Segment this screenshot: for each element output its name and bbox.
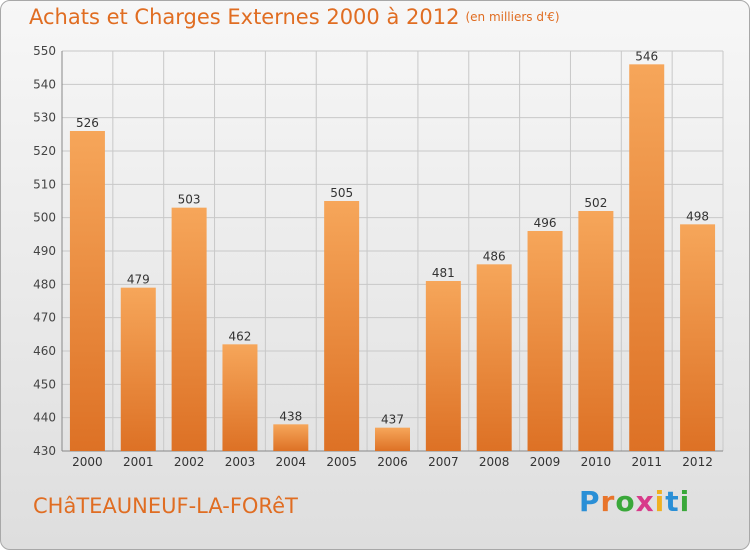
data-label: 462 bbox=[229, 329, 252, 343]
x-tick-label: 2004 bbox=[276, 455, 307, 469]
y-tick-label: 490 bbox=[33, 244, 56, 258]
chart-title-block: Achats et Charges Externes 2000 à 2012 (e… bbox=[29, 5, 560, 29]
y-tick-label: 430 bbox=[33, 444, 56, 458]
x-tick-label: 2008 bbox=[479, 455, 510, 469]
x-tick-label: 2001 bbox=[123, 455, 154, 469]
data-label: 505 bbox=[330, 186, 353, 200]
bar bbox=[171, 207, 207, 451]
data-label: 526 bbox=[76, 116, 99, 130]
data-label: 486 bbox=[483, 249, 506, 263]
y-tick-label: 480 bbox=[33, 277, 56, 291]
x-tick-label: 2000 bbox=[72, 455, 103, 469]
bar bbox=[69, 131, 105, 451]
chart-title: Achats et Charges Externes 2000 à 2012 bbox=[29, 5, 460, 29]
bar bbox=[527, 231, 563, 451]
bar bbox=[222, 344, 258, 451]
bar bbox=[680, 224, 716, 451]
data-label: 438 bbox=[279, 409, 302, 423]
y-tick-label: 510 bbox=[33, 177, 56, 191]
data-label: 498 bbox=[686, 209, 709, 223]
y-tick-label: 450 bbox=[33, 377, 56, 391]
y-tick-label: 530 bbox=[33, 111, 56, 125]
y-tick-label: 540 bbox=[33, 77, 56, 91]
data-label: 437 bbox=[381, 413, 404, 427]
data-label: 481 bbox=[432, 266, 455, 280]
y-tick-label: 440 bbox=[33, 411, 56, 425]
data-label: 479 bbox=[127, 273, 150, 287]
grid-lines bbox=[61, 50, 724, 452]
tick-labels: 430 440 450 460 470 480 490 500 510 520 530 540 550 2… bbox=[33, 44, 713, 469]
chart-unit: (en milliers d'€) bbox=[465, 10, 560, 24]
bar bbox=[375, 427, 410, 451]
bar bbox=[476, 264, 512, 451]
bar bbox=[324, 201, 360, 451]
y-tick-label: 550 bbox=[33, 44, 56, 58]
data-label: 502 bbox=[584, 196, 607, 210]
x-tick-label: 2005 bbox=[326, 455, 357, 469]
x-tick-label: 2012 bbox=[682, 455, 713, 469]
bar bbox=[120, 287, 156, 451]
x-tick-label: 2009 bbox=[530, 455, 561, 469]
bar bbox=[273, 424, 309, 451]
bar bbox=[578, 211, 614, 451]
x-tick-label: 2007 bbox=[428, 455, 459, 469]
x-tick-label: 2011 bbox=[631, 455, 662, 469]
x-tick-label: 2002 bbox=[174, 455, 205, 469]
y-tick-label: 460 bbox=[33, 344, 56, 358]
bar bbox=[425, 281, 461, 451]
data-label: 496 bbox=[534, 216, 557, 230]
proxiti-logo: Proxiti bbox=[579, 485, 691, 518]
commune-name: CHâTEAUNEUF-LA-FORêT bbox=[33, 494, 298, 518]
bar bbox=[629, 64, 665, 452]
x-tick-label: 2006 bbox=[377, 455, 408, 469]
bars bbox=[69, 64, 716, 452]
data-label: 546 bbox=[635, 49, 658, 63]
y-tick-label: 520 bbox=[33, 144, 56, 158]
y-tick-label: 500 bbox=[33, 211, 56, 225]
x-tick-label: 2003 bbox=[225, 455, 256, 469]
x-tick-label: 2010 bbox=[581, 455, 612, 469]
y-tick-label: 470 bbox=[33, 311, 56, 325]
data-label: 503 bbox=[178, 193, 201, 207]
data-labels: 526 479 503 462 438 505 437 481 486 496 502 546 498 bbox=[76, 49, 709, 426]
